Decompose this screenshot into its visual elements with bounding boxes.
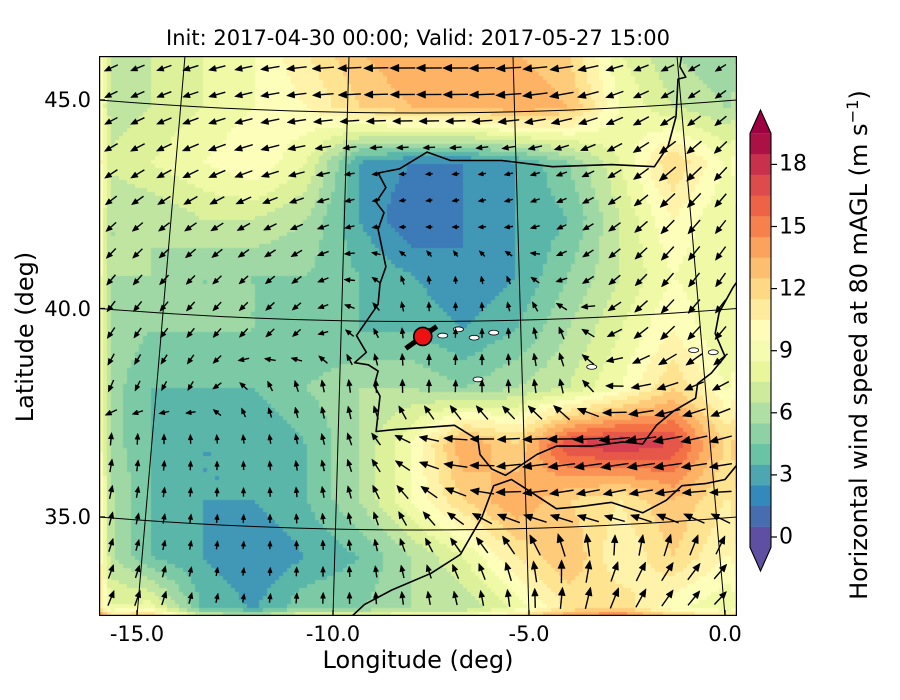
x-tick-label: -5.0 <box>508 622 550 646</box>
wind-arrows <box>103 63 732 610</box>
colorbar-tick-label: 18 <box>779 151 807 177</box>
colorbar-band <box>750 174 771 196</box>
colorbar-band <box>750 423 771 445</box>
colorbar-band <box>750 257 771 279</box>
colorbar-extend-max <box>750 110 771 134</box>
colorbar-band <box>750 526 771 548</box>
x-tick-label: -15.0 <box>109 622 165 646</box>
colorbar-band <box>750 505 771 527</box>
water-body <box>707 349 719 356</box>
colorbar-tick-label: 12 <box>779 276 807 302</box>
graticule-meridian <box>332 56 350 616</box>
colorbar-outline <box>749 108 772 573</box>
water-body <box>688 347 700 354</box>
colorbar-band <box>750 340 771 362</box>
water-body <box>437 332 449 339</box>
graticule-parallel <box>99 308 737 322</box>
colorbar-band <box>750 216 771 238</box>
water-body <box>472 376 484 383</box>
y-tick-label: 35.0 <box>44 505 91 529</box>
colorbar-label: Horizontal wind speed at 80 mAGL (m s−1) <box>843 90 873 600</box>
coastline-north_africa <box>350 463 737 616</box>
colorbar-band <box>750 361 771 382</box>
colorbar-band <box>750 236 771 258</box>
colorbar-band <box>750 154 771 175</box>
colorbar-band <box>750 133 771 155</box>
colorbar-band <box>750 402 771 424</box>
y-tick-label: 40.0 <box>44 296 91 321</box>
colorbar-label-suffix: ) <box>845 90 873 100</box>
graticule-meridian <box>676 56 726 616</box>
colorbar-band <box>750 443 771 465</box>
colorbar-tick-label: 15 <box>779 214 807 239</box>
graticule-parallel <box>99 99 737 114</box>
colorbar-band <box>750 485 771 507</box>
colorbar-tick-label: 9 <box>779 338 793 364</box>
colorbar <box>749 108 777 573</box>
colorbar-tick-label: 6 <box>779 400 793 426</box>
plot-title: Init: 2017-04-30 00:00; Valid: 2017-05-2… <box>166 26 670 50</box>
y-tick-label: 45.0 <box>44 88 91 112</box>
colorbar-label-exponent: −1 <box>843 99 862 124</box>
colorbar-band <box>750 381 771 403</box>
x-tick-label: 0.0 <box>708 622 742 646</box>
colorbar-label-text: Horizontal wind speed at 80 mAGL (m s <box>845 123 873 600</box>
colorbar-band <box>750 298 771 320</box>
water-body <box>488 329 500 336</box>
graticule-meridian <box>512 56 530 616</box>
colorbar-band <box>750 319 771 341</box>
colorbar-band <box>750 464 771 486</box>
map-overlay <box>99 56 737 616</box>
colorbar-tick-label: 3 <box>779 462 793 488</box>
x-axis-label: Longitude (deg) <box>322 646 514 674</box>
colorbar-tick-label: 0 <box>779 524 793 550</box>
colorbar-band <box>750 195 771 217</box>
plot-border <box>99 56 737 616</box>
water-body <box>586 364 598 370</box>
graticule-parallel <box>99 516 737 531</box>
site-marker <box>412 326 433 347</box>
colorbar-extend-min <box>750 547 771 571</box>
coastline-iberia_france <box>353 56 737 477</box>
colorbar-band <box>750 278 771 300</box>
x-tick-label: -10.0 <box>305 622 361 646</box>
y-axis-label: Latitude (deg) <box>11 251 39 423</box>
water-body <box>468 334 480 341</box>
